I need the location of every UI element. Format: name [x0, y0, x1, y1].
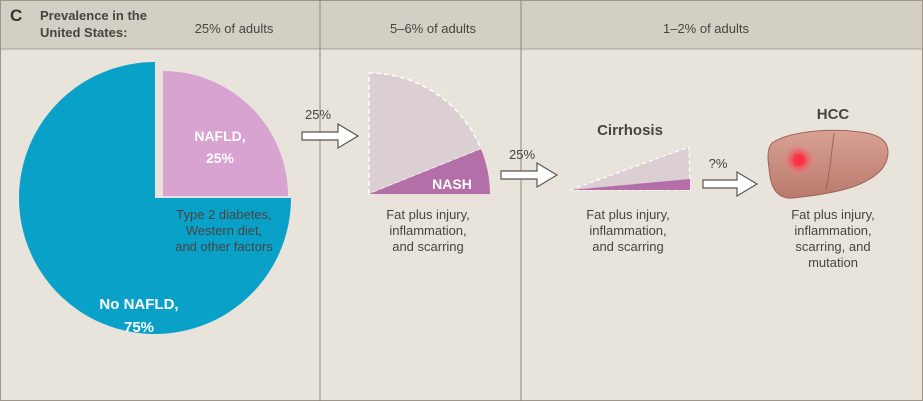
arrow-nash-to-cirrhosis	[500, 161, 559, 189]
header-label-line1: Prevalence in the	[40, 8, 147, 23]
header-band	[0, 0, 923, 49]
nash-caption-line2: inflammation,	[389, 223, 466, 238]
liver-with-tumor-icon	[767, 129, 889, 199]
arrow-cirrhosis-to-hcc	[702, 170, 759, 198]
nash-slice-label: NASH	[432, 176, 472, 192]
hcc-caption-line1: Fat plus injury,	[791, 207, 875, 222]
nafld-remainder-wedge	[368, 72, 482, 196]
cirrhosis-caption-line1: Fat plus injury,	[586, 207, 670, 222]
hcc-caption-line3: scarring, and	[795, 239, 870, 254]
hcc-caption-line4: mutation	[808, 255, 858, 270]
prevalence-nash: 5–6% of adults	[390, 21, 477, 36]
prevalence-cirrhosis-hcc: 1–2% of adults	[663, 21, 750, 36]
cirrhosis-caption-line3: and scarring	[592, 239, 664, 254]
arrow-1-rate: 25%	[305, 107, 331, 122]
cirrhosis-slice	[570, 179, 690, 190]
arrow-2-rate: 25%	[509, 147, 535, 162]
no-nafld-slice	[19, 62, 291, 334]
nafld-caption-line1: Type 2 diabetes,	[176, 207, 271, 222]
hcc-title: HCC	[817, 106, 850, 123]
no-nafld-slice-label: No NAFLD,	[99, 296, 178, 313]
nafld-slice-pct: 25%	[206, 150, 235, 166]
nash-slice	[369, 149, 490, 194]
nash-caption-line1: Fat plus injury,	[386, 207, 470, 222]
nafld-caption-line3: and other factors	[175, 239, 273, 254]
hcc-caption-line2: inflammation,	[794, 223, 871, 238]
nafld-slice	[163, 71, 288, 196]
panel-letter: C	[10, 6, 22, 25]
nash-remainder-wedge	[569, 146, 691, 191]
nafld-slice-label: NAFLD,	[194, 128, 245, 144]
cirrhosis-title: Cirrhosis	[597, 122, 663, 139]
header-label-line2: United States:	[40, 25, 127, 40]
cirrhosis-caption-line2: inflammation,	[589, 223, 666, 238]
prevalence-nafld: 25% of adults	[195, 21, 274, 36]
nafld-caption-line2: Western diet,	[186, 223, 262, 238]
nash-caption-line3: and scarring	[392, 239, 464, 254]
arrow-3-rate: ?%	[709, 156, 728, 171]
arrow-nafld-to-nash	[301, 122, 360, 150]
no-nafld-slice-pct: 75%	[124, 319, 154, 336]
